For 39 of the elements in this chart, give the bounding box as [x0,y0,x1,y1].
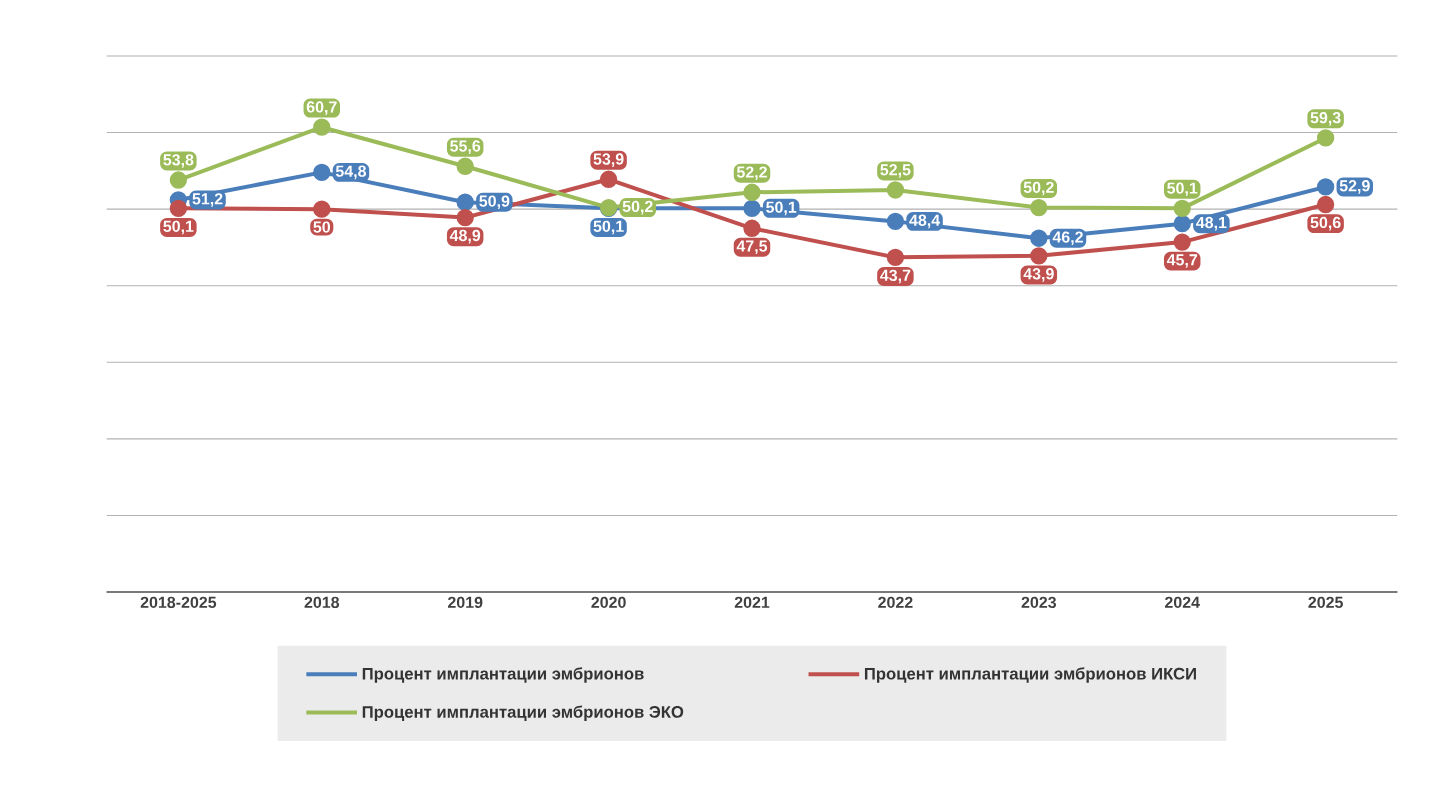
data-label: 45,7 [1166,254,1198,268]
data-label: 51,2 [192,192,223,207]
data-label: 48,1 [1196,216,1227,231]
data-label: 60,7 [306,101,337,115]
data-label: 47,5 [736,240,768,254]
x-tick-label: 2018-2025 [140,596,217,608]
data-label: 50,9 [479,195,510,209]
data-label: 46,2 [1052,231,1083,245]
data-label: 52,2 [736,166,767,180]
x-tick-label: 2020 [591,596,626,608]
legend-label: Процент имплантации эмбрионов [362,667,644,683]
data-label: 50,1 [163,220,194,235]
x-tick-label: 2018 [304,596,340,608]
x-tick-label: 2019 [447,596,483,608]
data-label: 50,2 [1023,181,1054,196]
data-label: 55,6 [450,140,481,154]
data-label: 50,1 [1167,182,1198,196]
x-tick-label: 2021 [734,596,770,608]
data-label: 50,6 [1310,216,1341,231]
x-tick-label: 2022 [878,596,913,608]
x-tick-label: 2025 [1308,596,1343,608]
legend-label: Процент имплантации эмбрионов ЭКО [362,705,684,721]
x-tick-label: 2023 [1021,596,1057,608]
data-label: 48,4 [909,214,941,229]
data-label: 50,2 [622,200,653,215]
data-label: 43,9 [1023,267,1054,282]
data-label: 48,9 [449,229,481,244]
legend-label: Процент имплантации эмбрионов ИКСИ [864,667,1196,683]
data-label: 53,9 [593,153,624,167]
data-label: 50,1 [593,220,624,235]
data-label: 43,7 [880,269,911,284]
data-label: 53,8 [163,153,194,168]
data-label: 52,9 [1339,179,1370,194]
data-label: 54,8 [335,165,367,180]
data-label: 52,5 [880,163,911,178]
x-tick-label: 2024 [1164,596,1200,608]
data-label: 59,3 [1310,111,1341,126]
data-label: 50 [313,221,331,233]
data-label: 50,1 [766,201,797,216]
